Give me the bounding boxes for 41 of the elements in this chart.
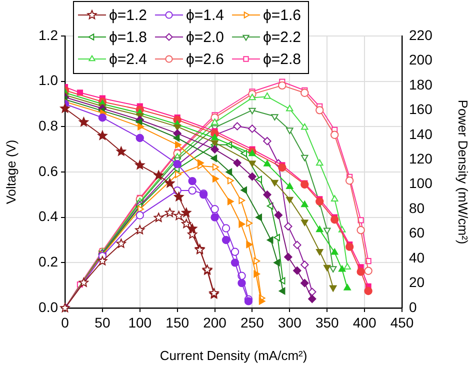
legend-label: ϕ=2.0 <box>186 29 224 46</box>
y-tick-label: 0.8 <box>38 118 58 134</box>
y2-tick-label: 140 <box>409 126 433 142</box>
legend-label: ϕ=1.4 <box>186 7 224 24</box>
legend-label: ϕ=1.6 <box>263 7 302 24</box>
y2-tick-label: 100 <box>409 175 433 192</box>
y-tick-label: 1.2 <box>38 26 58 43</box>
x-tick-label: 100 <box>128 314 152 330</box>
legend-label: ϕ=2.4 <box>109 51 148 68</box>
y-tick-label: 0.4 <box>38 208 58 224</box>
x-tick-label: 50 <box>94 314 110 330</box>
y-tick-label: 0.6 <box>38 162 58 179</box>
x-axis-title: Current Density (mA/cm²) <box>160 348 308 363</box>
x-tick-label: 150 <box>166 314 190 330</box>
x-tick-label: 400 <box>352 314 376 330</box>
legend-label: ϕ=1.8 <box>109 29 148 46</box>
y2-tick-label: 60 <box>409 224 425 241</box>
x-tick-label: 300 <box>278 314 302 330</box>
legend-label: ϕ=2.8 <box>263 51 302 68</box>
legend-label: ϕ=2.6 <box>186 51 224 68</box>
y-tick-label: 0.0 <box>38 298 58 315</box>
x-tick-label: 450 <box>390 314 414 330</box>
y2-tick-label: 180 <box>409 76 433 92</box>
y-axis-title: Voltage (V) <box>3 140 18 204</box>
y2-tick-label: 0 <box>409 298 417 315</box>
legend-label: ϕ=2.2 <box>263 29 302 46</box>
y2-tick-label: 200 <box>409 52 433 68</box>
x-tick-label: 0 <box>61 314 70 330</box>
y2-tick-label: 40 <box>409 249 425 266</box>
y2-tick-label: 220 <box>409 26 433 43</box>
x-tick-label: 200 <box>203 314 227 330</box>
y-tick-label: 0.2 <box>38 254 58 270</box>
y2-axis-title: Power Density (mW/cm²) <box>456 100 471 244</box>
y2-tick-label: 160 <box>409 101 433 118</box>
y-tick-label: 1.0 <box>38 72 58 88</box>
y2-tick-label: 120 <box>409 150 433 166</box>
y2-tick-label: 20 <box>409 274 425 290</box>
legend-label: ϕ=1.2 <box>109 7 148 24</box>
y2-tick-label: 80 <box>409 200 425 216</box>
x-tick-label: 250 <box>240 314 264 330</box>
x-tick-label: 350 <box>315 314 340 330</box>
